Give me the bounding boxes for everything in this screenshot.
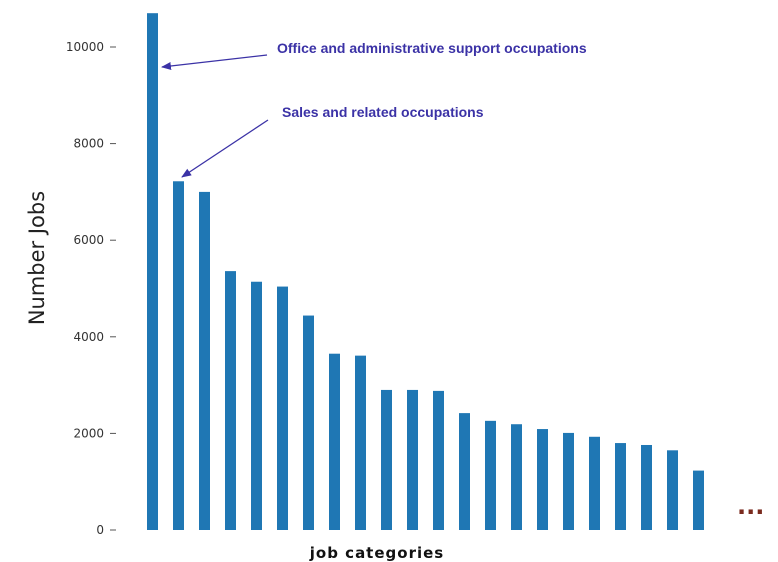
bar-15 <box>511 424 522 530</box>
x-axis-label: job categories <box>309 544 444 562</box>
annotation-office-occupations: Office and administrative support occupa… <box>277 40 587 56</box>
y-tick-label: 4000 <box>73 330 104 344</box>
bar-21 <box>667 450 678 530</box>
bar-8 <box>329 353 340 530</box>
bar-13 <box>459 413 470 530</box>
continuation-ellipsis: ... <box>737 492 764 520</box>
y-axis-ticks: 0 2000 4000 6000 8000 10000 <box>66 40 116 537</box>
bar-3 <box>199 191 210 530</box>
bar-18 <box>589 436 600 530</box>
bar-16 <box>537 429 548 530</box>
bars <box>147 13 704 531</box>
y-tick-label: 0 <box>96 523 104 537</box>
bar-7 <box>303 315 314 530</box>
y-tick-label: 8000 <box>73 137 104 151</box>
bar-12 <box>433 390 444 530</box>
annotation-arrow-office <box>161 54 268 70</box>
bar-10 <box>381 389 392 530</box>
y-tick-label: 2000 <box>73 426 104 440</box>
y-tick-label: 6000 <box>73 233 104 247</box>
annotation-sales-occupations: Sales and related occupations <box>282 104 484 120</box>
bar-5 <box>251 281 262 530</box>
bar-22 <box>693 470 704 530</box>
bar-20 <box>641 444 652 530</box>
bar-2 <box>173 181 184 531</box>
y-axis-label: Number Jobs <box>25 191 49 325</box>
bar-11 <box>407 389 418 530</box>
bar-4 <box>225 271 236 530</box>
bar-6 <box>277 286 288 530</box>
bar-19 <box>615 443 626 530</box>
bar-17 <box>563 432 574 530</box>
bar-1 <box>147 13 158 530</box>
annotation-arrow-sales <box>181 119 269 178</box>
y-tick-label: 10000 <box>66 40 104 54</box>
annotations: Office and administrative support occupa… <box>161 40 587 178</box>
bar-9 <box>355 355 366 530</box>
bar-14 <box>485 420 496 530</box>
